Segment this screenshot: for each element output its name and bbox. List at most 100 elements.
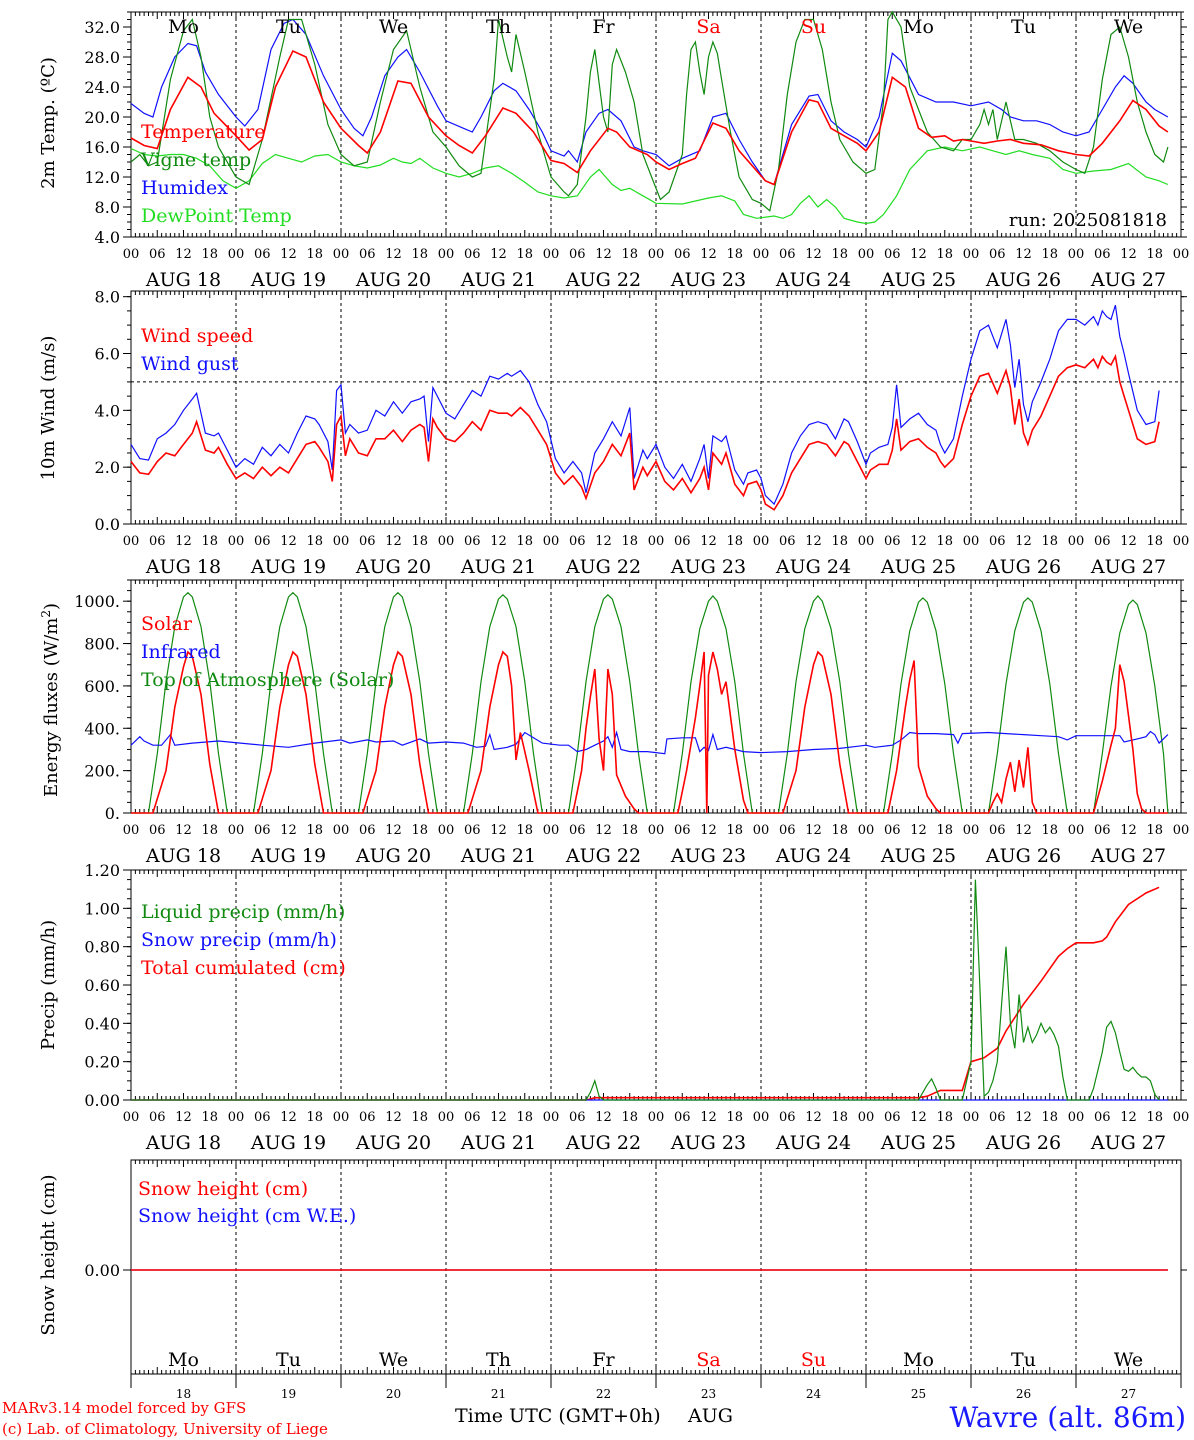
y-tick-label: 1000. (74, 592, 120, 611)
x-hour-label: 00 (648, 247, 665, 262)
x-hour-label: 06 (149, 247, 166, 262)
legend-entry: Solar (141, 613, 193, 635)
day-name-label: We (379, 1349, 408, 1371)
x-hour-label: 18 (516, 247, 533, 262)
x-date-label: AUG 22 (565, 269, 641, 291)
x-date-label: AUG 26 (985, 845, 1061, 867)
x-hour-label: 12 (910, 1110, 927, 1125)
legend-entry: Vigne temp (140, 149, 251, 171)
x-hour-label: 00 (753, 247, 770, 262)
y-axis-label: Snow height (cm) (38, 1174, 59, 1335)
x-date-label: AUG 27 (1090, 845, 1166, 867)
x-hour-label: 18 (306, 247, 323, 262)
footer-lab-credit: (c) Lab. of Climatology, University of L… (2, 1420, 328, 1438)
y-tick-label: 0. (105, 804, 120, 823)
x-date-label: AUG 22 (565, 845, 641, 867)
x-date-label: AUG 21 (460, 269, 536, 291)
day-name-label: Sa (696, 1349, 720, 1371)
x-axis-title: Time UTC (GMT+0h) (455, 1405, 661, 1427)
series-line-vigne-temp (130, 10, 1169, 212)
x-hour-label: 06 (359, 1110, 376, 1125)
x-hour-label: 12 (490, 534, 507, 549)
x-hour-label: 12 (1120, 1110, 1137, 1125)
x-hour-label: 12 (280, 823, 297, 838)
x-hour-label: 18 (516, 823, 533, 838)
legend-entry: Top of Atmosphere (Solar) (141, 669, 394, 691)
x-hour-label: 18 (1041, 1110, 1058, 1125)
x-date-label: AUG 25 (880, 556, 956, 578)
x-hour-label: 00 (333, 247, 350, 262)
series-line-infrared (130, 730, 1169, 755)
panel-4: 0.00 0.20 0.40 0.60 0.80 1.00 1.20 Precip (mm/h… (38, 861, 1189, 1154)
x-hour-label: 06 (1094, 1110, 1111, 1125)
series-line-dewpoint-temp (130, 146, 1169, 225)
day-number-label: 19 (281, 1387, 296, 1401)
y-tick-label: 2.0 (95, 458, 120, 477)
x-hour-label: 12 (910, 247, 927, 262)
panel-3: 0. 200. 400. 600. 800. 1000. Energy fluxes (W/… (39, 579, 1190, 867)
x-date-label: AUG 25 (880, 1132, 956, 1154)
x-hour-label: 00 (123, 1110, 140, 1125)
series-line-wind-gust (130, 305, 1160, 506)
x-hour-label: 06 (254, 534, 271, 549)
x-date-label: AUG 21 (460, 556, 536, 578)
x-hour-label: 00 (1173, 823, 1190, 838)
x-date-label: AUG 20 (355, 269, 431, 291)
x-hour-label: 00 (648, 823, 665, 838)
x-hour-label: 00 (753, 534, 770, 549)
day-number-label: 27 (1121, 1387, 1136, 1401)
x-hour-label: 00 (648, 1110, 665, 1125)
x-hour-label: 18 (201, 247, 218, 262)
x-hour-label: 00 (963, 534, 980, 549)
x-hour-label: 12 (1015, 1110, 1032, 1125)
panel-2: 0.0 2.0 4.0 6.0 8.0 10m Wind (m/s) Wind speed W… (38, 288, 1189, 578)
y-tick-label: 400. (84, 719, 120, 738)
x-axis-month: AUG (688, 1405, 733, 1427)
x-hour-label: 18 (621, 534, 638, 549)
x-hour-label: 12 (700, 534, 717, 549)
x-date-label: AUG 26 (985, 1132, 1061, 1154)
x-hour-label: 06 (884, 1110, 901, 1125)
series-line-wind-speed (130, 353, 1160, 511)
panel-1: 4.0 8.0 12.0 16.0 20.0 24.0 28.0 32.0 2m Temp. (… (38, 10, 1189, 291)
x-hour-label: 06 (1094, 247, 1111, 262)
x-hour-label: 12 (385, 247, 402, 262)
x-hour-label: 06 (989, 247, 1006, 262)
x-hour-label: 12 (280, 534, 297, 549)
legend-entry: Infrared (141, 641, 221, 663)
x-hour-label: 18 (1041, 823, 1058, 838)
x-hour-label: 00 (228, 1110, 245, 1125)
x-hour-label: 00 (228, 534, 245, 549)
x-hour-label: 12 (385, 1110, 402, 1125)
day-name-label: Tu (276, 16, 301, 38)
y-tick-label: 0.0 (95, 515, 120, 534)
x-hour-label: 00 (1068, 1110, 1085, 1125)
x-hour-label: 00 (858, 823, 875, 838)
x-hour-label: 18 (306, 534, 323, 549)
x-hour-label: 06 (779, 1110, 796, 1125)
day-name-label: Mo (168, 1349, 199, 1371)
day-name-label: Fr (592, 16, 615, 38)
x-hour-label: 18 (621, 1110, 638, 1125)
x-hour-label: 06 (359, 534, 376, 549)
x-hour-label: 12 (175, 247, 192, 262)
x-hour-label: 06 (884, 823, 901, 838)
x-hour-label: 12 (595, 1110, 612, 1125)
y-tick-label: 8.0 (95, 198, 120, 217)
x-hour-label: 06 (254, 1110, 271, 1125)
x-hour-label: 18 (1146, 823, 1163, 838)
x-hour-label: 06 (464, 247, 481, 262)
x-hour-label: 00 (333, 534, 350, 549)
x-hour-label: 00 (123, 823, 140, 838)
y-tick-label: 4.0 (95, 228, 120, 247)
day-number-label: 21 (491, 1387, 506, 1401)
station-name: Wavre (alt. 86m) (949, 1401, 1186, 1434)
x-hour-label: 06 (464, 534, 481, 549)
legend-entry: Liquid precip (mm/h) (141, 901, 345, 923)
x-hour-label: 18 (516, 1110, 533, 1125)
y-axis-label: 10m Wind (m/s) (38, 336, 59, 481)
y-tick-label: 0.40 (84, 1014, 120, 1033)
x-hour-label: 06 (569, 823, 586, 838)
x-hour-label: 18 (201, 534, 218, 549)
day-number-label: 22 (596, 1387, 611, 1401)
